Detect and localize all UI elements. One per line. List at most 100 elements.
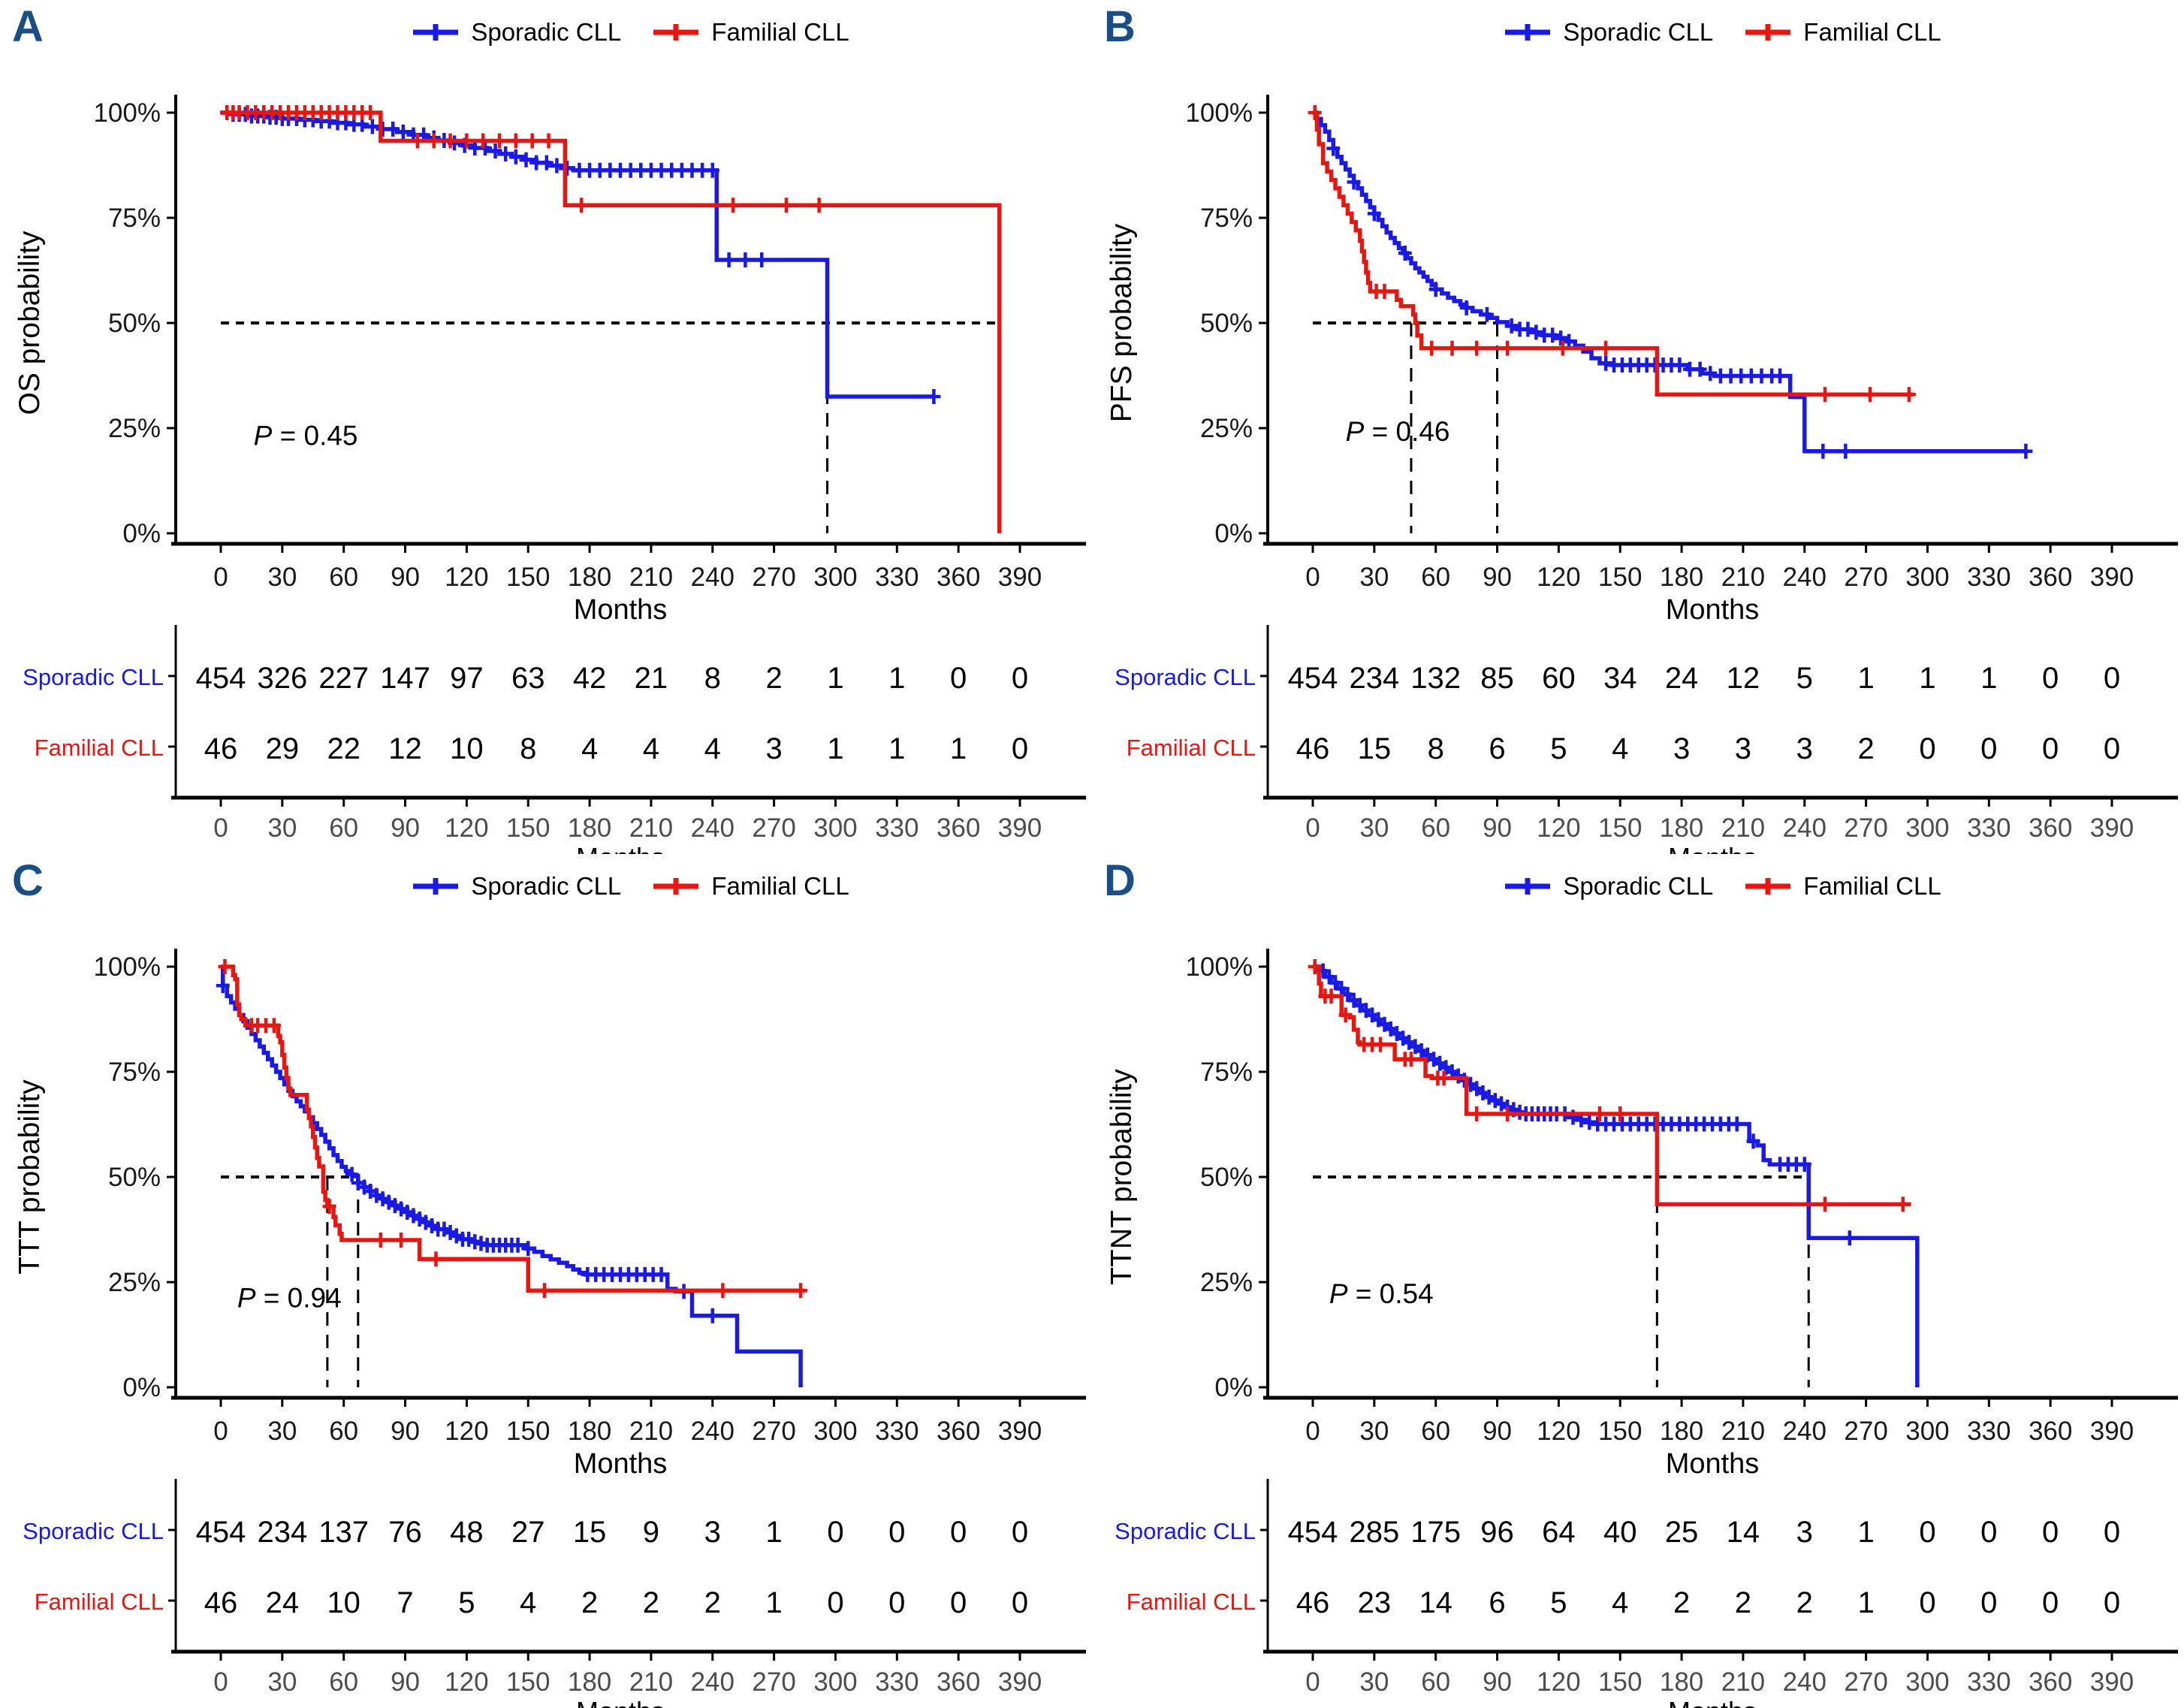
risk-count: 5: [1550, 1586, 1567, 1619]
risk-count: 8: [704, 662, 721, 695]
risk-count: 76: [388, 1516, 422, 1549]
risk-count: 14: [1419, 1586, 1452, 1619]
legend-a: Sporadic CLL Familial CLL: [176, 18, 1084, 47]
risk-row-label: Familial CLL: [35, 735, 164, 761]
risk-count: 1: [1919, 662, 1935, 695]
risk-count: 21: [635, 662, 668, 695]
risk-count: 0: [1919, 1586, 1935, 1619]
risk-count: 34: [1603, 662, 1637, 695]
familial-curve: [1313, 110, 1914, 397]
risk-count: 1: [765, 1586, 782, 1619]
familial-censor-line-icon: [1745, 878, 1791, 895]
panel-letter-a: A: [12, 2, 44, 51]
y-axis-title: TTT probability: [14, 1079, 46, 1275]
x-tick-label: 0: [213, 563, 228, 592]
risk-count: 64: [1542, 1516, 1576, 1549]
x-axis-title: Months: [1666, 1448, 1760, 1480]
risk-x-tick-label: 90: [391, 1667, 420, 1697]
y-tick-label: 0%: [1214, 519, 1253, 548]
risk-x-tick-label: 60: [1421, 813, 1450, 843]
risk-x-tick-label: 180: [1660, 813, 1703, 843]
risk-x-tick-label: 120: [445, 813, 488, 843]
risk-table-row: 454 234 132 85 60 34 24 12 5 1 1 1 0 0: [1288, 662, 2121, 695]
risk-count: 1: [1857, 1516, 1874, 1549]
risk-count: 2: [581, 1586, 598, 1619]
risk-count: 0: [827, 1516, 843, 1549]
x-tick-label: 210: [629, 563, 673, 592]
risk-row-label: Sporadic CLL: [23, 664, 164, 690]
risk-x-tick-label: 0: [213, 813, 228, 843]
y-tick-label: 75%: [1200, 204, 1253, 233]
y-tick-label: 50%: [108, 1163, 161, 1192]
sporadic-censor-marks: [220, 105, 941, 404]
y-tick-label: 50%: [1200, 1163, 1253, 1192]
risk-count: 1: [1980, 662, 1997, 695]
x-tick-label: 0: [1305, 563, 1320, 592]
x-tick-label: 60: [1421, 563, 1450, 592]
risk-count: 454: [1288, 1516, 1338, 1549]
risk-x-tick-label: 270: [1844, 813, 1887, 843]
risk-x-tick-label: 30: [267, 813, 297, 843]
risk-count: 3: [1796, 1516, 1813, 1549]
risk-x-tick-label: 210: [629, 813, 673, 843]
risk-x-tick-label: 0: [1305, 813, 1320, 843]
risk-x-tick-label: 120: [1537, 1667, 1580, 1697]
risk-x-tick-label: 90: [391, 813, 420, 843]
sporadic-curve: [221, 110, 934, 399]
risk-x-axis-title: Months: [576, 842, 665, 854]
risk-count: 2: [643, 1586, 659, 1619]
x-tick-label: 300: [1905, 563, 1949, 592]
risk-count: 8: [520, 732, 536, 765]
y-tick-labels: 0% 25% 50% 75% 100%: [1185, 98, 1268, 548]
p-value-label: P = 0.46: [1346, 416, 1450, 447]
familial-censor-marks: [1308, 105, 1916, 403]
risk-x-tick-label: 240: [691, 813, 735, 843]
x-tick-label: 270: [752, 563, 795, 592]
risk-count: 137: [318, 1516, 369, 1549]
x-axis-title: Months: [574, 1448, 668, 1480]
risk-count: 4: [1612, 732, 1628, 765]
risk-count: 1: [950, 732, 967, 765]
x-tick-label: 60: [329, 563, 358, 592]
risk-x-tick-label: 150: [1598, 813, 1642, 843]
legend-item-familial: Familial CLL: [651, 18, 849, 47]
risk-count: 132: [1410, 662, 1461, 695]
risk-count: 5: [1796, 662, 1813, 695]
risk-x-tick-label: 270: [752, 1667, 795, 1697]
risk-count: 4: [520, 1586, 536, 1619]
risk-count: 0: [2104, 1586, 2120, 1619]
risk-row-label: Sporadic CLL: [1115, 664, 1256, 690]
x-tick-label: 390: [2090, 1417, 2134, 1446]
familial-censor-marks: [218, 959, 808, 1299]
risk-x-tick-label: 150: [1598, 1667, 1642, 1697]
risk-count: 4: [704, 732, 721, 765]
axes: [1263, 95, 2178, 546]
x-tick-label: 210: [629, 1417, 673, 1446]
p-value-label: P = 0.45: [254, 420, 358, 451]
risk-x-tick-label: 180: [568, 1667, 611, 1697]
axes: [1263, 949, 2178, 1400]
legend-item-sporadic: Sporadic CLL: [1503, 18, 1713, 47]
panel-d: D Sporadic CLL Familial CLL 0% 25% 50% 75% 1…: [1092, 854, 2184, 1708]
legend-c: Sporadic CLL Familial CLL: [176, 872, 1084, 901]
risk-count: 3: [765, 732, 782, 765]
risk-x-tick-label: 300: [813, 813, 857, 843]
risk-table: Sporadic CLL 454 234 132 85 60 34 24 12 5 1 1 1 0 0Fam…: [1115, 625, 2178, 854]
risk-count: 0: [827, 1586, 843, 1619]
risk-count: 5: [1550, 732, 1567, 765]
y-tick-labels: 0% 25% 50% 75% 100%: [93, 952, 176, 1402]
x-tick-label: 30: [267, 1417, 297, 1446]
risk-count: 4: [1612, 1586, 1628, 1619]
risk-count: 10: [327, 1586, 360, 1619]
y-tick-label: 100%: [1185, 98, 1253, 128]
risk-x-tick-label: 150: [506, 813, 550, 843]
risk-x-tick-label: 330: [1967, 813, 2011, 843]
x-tick-label: 270: [752, 1417, 795, 1446]
risk-count: 60: [1542, 662, 1576, 695]
risk-x-tick-label: 390: [2090, 813, 2134, 843]
x-tick-label: 150: [1598, 563, 1642, 592]
y-tick-label: 25%: [1200, 414, 1253, 443]
risk-x-tick-label: 150: [506, 1667, 550, 1697]
risk-x-tick-label: 360: [2029, 813, 2072, 843]
x-tick-label: 300: [813, 1417, 857, 1446]
